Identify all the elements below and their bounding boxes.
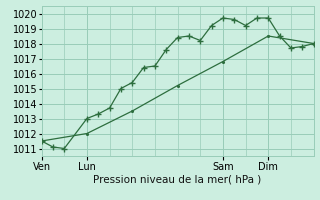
X-axis label: Pression niveau de la mer( hPa ): Pression niveau de la mer( hPa )	[93, 174, 262, 184]
